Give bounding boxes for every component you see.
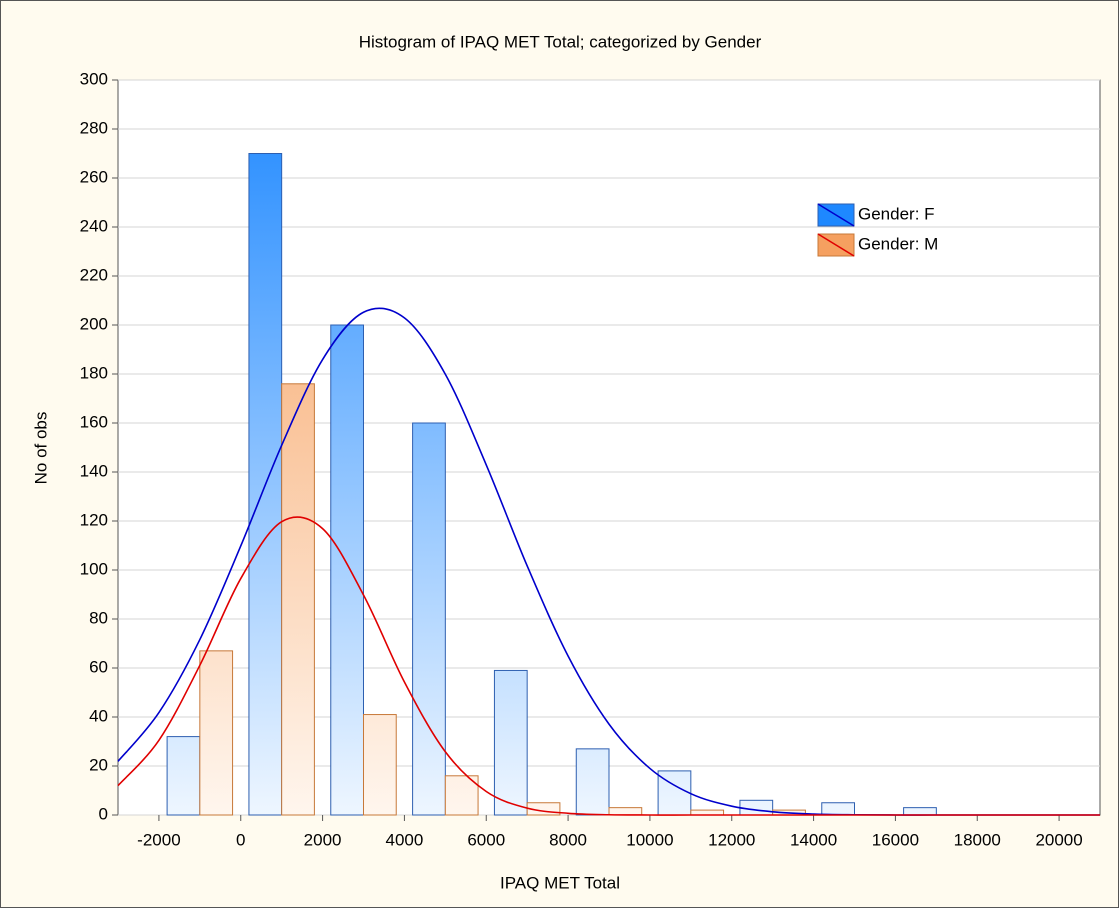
y-tick-label: 180 bbox=[80, 363, 108, 382]
x-tick-label: 6000 bbox=[467, 830, 505, 849]
bar bbox=[281, 383, 315, 816]
y-tick-label: 80 bbox=[89, 608, 108, 627]
x-tick-label: 4000 bbox=[386, 830, 424, 849]
y-tick-label: 240 bbox=[80, 216, 108, 235]
y-tick-label: 0 bbox=[99, 804, 108, 823]
bar bbox=[363, 714, 397, 816]
x-tick-label: 18000 bbox=[954, 830, 1001, 849]
bar bbox=[493, 669, 528, 816]
x-tick-label: 14000 bbox=[790, 830, 837, 849]
legend-line bbox=[817, 203, 855, 227]
fit-curve bbox=[117, 516, 1100, 816]
y-tick-label: 40 bbox=[89, 706, 108, 725]
y-tick-label: 60 bbox=[89, 657, 108, 676]
y-tick-label: 260 bbox=[80, 167, 108, 186]
bar bbox=[412, 422, 446, 816]
bar bbox=[166, 736, 201, 816]
bar bbox=[739, 799, 774, 816]
bar bbox=[330, 324, 364, 816]
legend-label: Gender: M bbox=[858, 234, 938, 253]
y-tick-label: 120 bbox=[80, 510, 108, 529]
y-tick-label: 20 bbox=[89, 755, 108, 774]
bar bbox=[575, 748, 610, 816]
x-tick-label: 8000 bbox=[549, 830, 587, 849]
y-tick-label: 300 bbox=[80, 69, 108, 88]
x-tick-label: -2000 bbox=[137, 830, 180, 849]
y-tick-label: 280 bbox=[80, 118, 108, 137]
x-tick-label: 16000 bbox=[872, 830, 919, 849]
legend-line bbox=[817, 233, 855, 257]
x-tick-label: 10000 bbox=[626, 830, 673, 849]
y-tick-label: 200 bbox=[80, 314, 108, 333]
y-axis-title: No of obs bbox=[31, 412, 50, 485]
bar bbox=[903, 807, 937, 816]
bar bbox=[821, 802, 855, 816]
y-tick-label: 160 bbox=[80, 412, 108, 431]
y-tick-label: 100 bbox=[80, 559, 108, 578]
chart-title: Histogram of IPAQ MET Total; categorized… bbox=[359, 32, 762, 51]
y-tick-label: 140 bbox=[80, 461, 108, 480]
x-axis-title: IPAQ MET Total bbox=[500, 873, 620, 892]
y-tick-label: 220 bbox=[80, 265, 108, 284]
x-tick-label: 2000 bbox=[304, 830, 342, 849]
x-tick-label: 0 bbox=[236, 830, 245, 849]
bar bbox=[199, 650, 234, 816]
legend-label: Gender: F bbox=[858, 204, 935, 223]
bar bbox=[444, 775, 479, 816]
bar bbox=[608, 807, 643, 816]
x-tick-label: 20000 bbox=[1035, 830, 1082, 849]
x-tick-label: 12000 bbox=[708, 830, 755, 849]
